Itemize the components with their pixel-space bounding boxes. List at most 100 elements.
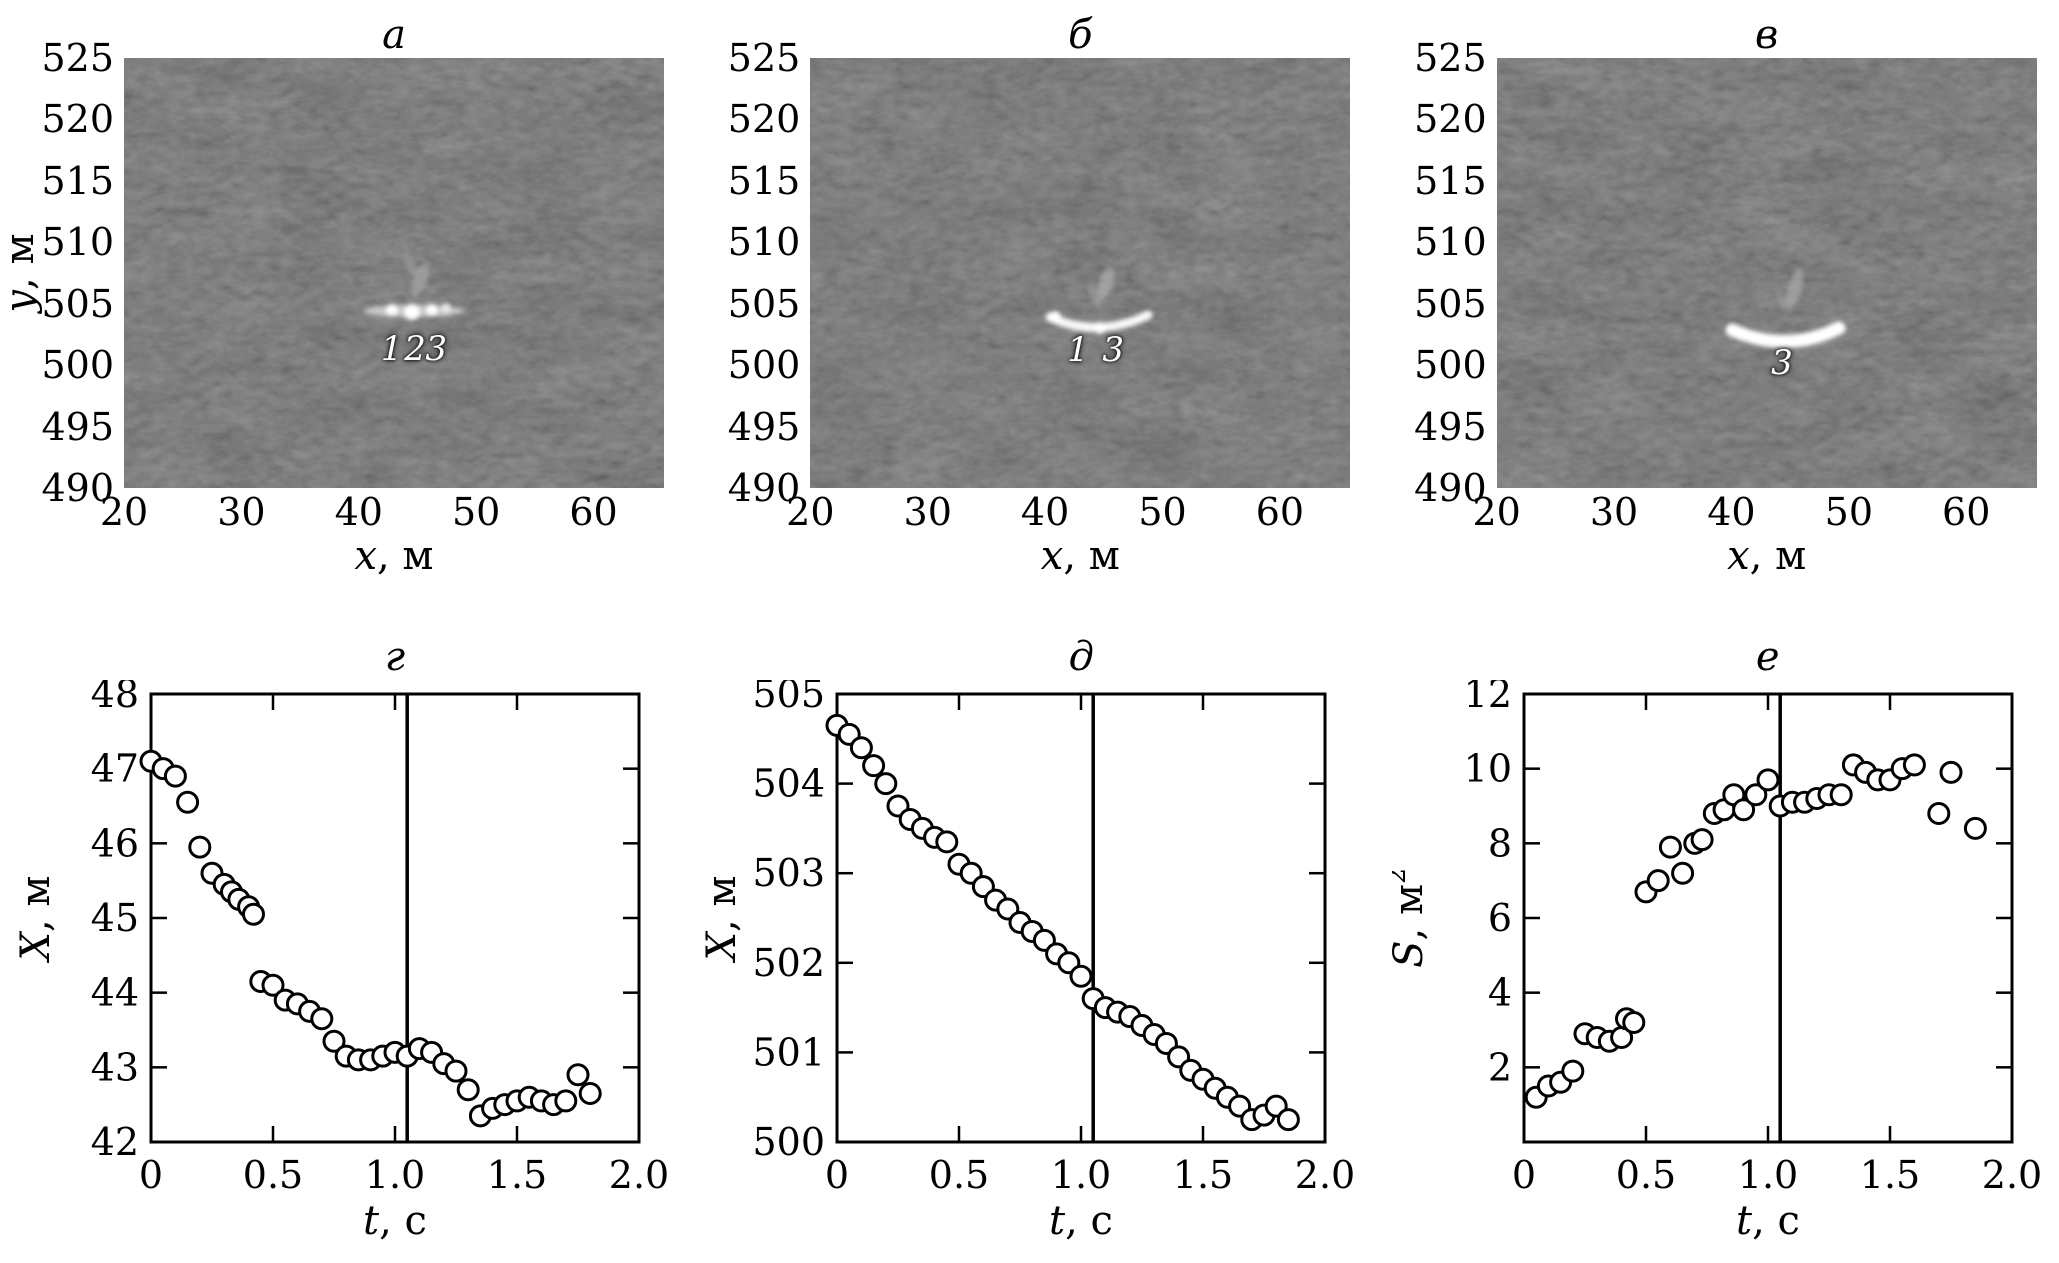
- scatter-chart-canvas: 0 0.5 1.0 1.5 2.0 42 43 44 45 46 47 48 t, с X, м: [19, 680, 667, 1244]
- bright-echo-blobs: [232, 143, 554, 394]
- panel-title: е: [1755, 634, 1780, 680]
- chart-frame: [1522, 692, 2014, 1144]
- data-point: [1902, 753, 1926, 777]
- tick-label: 502: [753, 941, 826, 985]
- y-axis-label: [1373, 58, 1413, 488]
- tick-label: 50: [451, 490, 501, 534]
- image-row: а y, м 525 520 515 510 505 500 495 490: [0, 0, 2059, 626]
- data-point: [310, 1007, 334, 1031]
- data-point: [261, 973, 285, 997]
- tick-label: 40: [1020, 490, 1070, 534]
- data-point: [566, 1063, 590, 1087]
- x-axis-label: t, с: [363, 1198, 427, 1244]
- data-point: [456, 1078, 480, 1102]
- scatter-chart-g: 0 0.5 1.0 1.5 2.0 42 43 44 45 46 47 48 t, с X, м: [19, 680, 667, 1246]
- echo-image-canvas: [1496, 58, 2037, 488]
- data-point: [1927, 801, 1951, 825]
- echo-image-canvas: [810, 58, 1351, 488]
- tick-label: 40: [334, 490, 383, 534]
- tick-label: 505: [727, 281, 801, 326]
- tick-label: 1.0: [1051, 1153, 1111, 1197]
- data-point: [1069, 964, 1093, 988]
- panel-d: д 0 0.5 1.0 1.5 2.0 500 501 502 503 504 505 t, с X, …: [686, 634, 1372, 1263]
- tick-label: 8: [1488, 821, 1512, 865]
- tick-label: 0: [1512, 1153, 1536, 1197]
- tick-label: 47: [91, 747, 139, 791]
- tick-label: 520: [727, 97, 801, 142]
- tick-label: 50: [1138, 490, 1187, 534]
- chart-frame: [835, 692, 1327, 1144]
- scatter-chart-canvas: 0 0.5 1.0 1.5 2.0 2 4 6 8 10 12 t, с S, м2: [1392, 680, 2040, 1244]
- data-point: [176, 790, 200, 814]
- tick-label: 2.0: [1295, 1153, 1353, 1197]
- tick-label: 505: [1414, 281, 1487, 326]
- panel-v: в 525 520 515 510 505 500 495 490: [1373, 12, 2059, 626]
- panel-title: а: [382, 12, 406, 58]
- scatter-chart-canvas: 0 0.5 1.0 1.5 2.0 500 501 502 503 504 505 t, с X, м: [705, 680, 1353, 1244]
- tick-label: 43: [91, 1045, 139, 1089]
- x-axis-label: x, м: [1727, 533, 1807, 579]
- tick-label: 20: [99, 490, 149, 534]
- x-axis-label: x, м: [1040, 533, 1120, 579]
- panel-title: д: [1068, 634, 1094, 680]
- data-point: [444, 1059, 468, 1083]
- data-point: [1622, 1011, 1646, 1035]
- image-annotation-label: 1: [380, 329, 403, 370]
- data-point: [1690, 828, 1714, 852]
- tick-label: 0: [825, 1153, 849, 1197]
- tick-label: 520: [41, 97, 114, 142]
- tick-label: 505: [753, 680, 826, 716]
- y-axis-ticks: 525 520 515 510 505 500 495 490: [726, 38, 810, 508]
- tick-label: 20: [786, 490, 835, 534]
- tick-label: 48: [91, 680, 139, 716]
- data-point: [1829, 783, 1853, 807]
- image-annotation-label: 3: [1771, 342, 1793, 383]
- image-annotation-label: 2: [404, 329, 426, 370]
- tick-label: 510: [1414, 220, 1487, 265]
- image-annotation-label: 3: [425, 329, 448, 370]
- tick-label: 500: [1414, 343, 1487, 388]
- data-point: [874, 772, 898, 796]
- image-annotation-label: 3: [1102, 330, 1125, 371]
- tick-label: 20: [1472, 490, 1521, 534]
- tick-label: 0.5: [243, 1153, 303, 1197]
- y-axis-label: y, м: [0, 58, 43, 488]
- tick-label: 501: [753, 1030, 826, 1074]
- x-axis-label: t, с: [1736, 1198, 1800, 1244]
- data-point: [1658, 835, 1682, 859]
- panel-body: 525 520 515 510 505 500 495 490: [1373, 38, 2059, 508]
- noise-fine: [124, 58, 664, 488]
- tick-label: 495: [1414, 404, 1487, 449]
- x-axis-ticks: 20 30 40 50 60: [100, 488, 664, 534]
- tick-label: 60: [1255, 490, 1305, 534]
- tick-label: 525: [727, 36, 801, 80]
- data-point: [164, 764, 188, 788]
- tick-label: 515: [1414, 158, 1487, 203]
- panel-body: 525 520 515 510 505 500 495 490: [686, 38, 1372, 508]
- echo-image-v: 3: [1496, 58, 2037, 488]
- x-axis-label: t, с: [1050, 1198, 1114, 1244]
- tick-label: 520: [1414, 97, 1487, 142]
- tick-label: 495: [727, 404, 801, 449]
- y-axis-label: [686, 58, 726, 488]
- tick-label: 0.5: [929, 1153, 989, 1197]
- tick-label: 30: [903, 490, 952, 534]
- echo-image-canvas: [124, 58, 664, 488]
- tick-label: 46: [91, 821, 139, 865]
- tick-label: 2.0: [609, 1153, 667, 1197]
- y-axis-ticks: 525 520 515 510 505 500 495 490: [40, 38, 124, 508]
- scatter-chart-d: 0 0.5 1.0 1.5 2.0 500 501 502 503 504 505 t, с X, м: [705, 680, 1353, 1246]
- panel-g: г 0 0.5 1.0 1.5 2.0 42 43 44 45 46 47 48 t, с X, м: [0, 634, 686, 1263]
- panel-e: е 0 0.5 1.0 1.5 2.0 2 4 6 8 10 12 t, с S, м2: [1373, 634, 2059, 1263]
- data-point: [1744, 783, 1768, 807]
- tick-label: 525: [41, 36, 114, 80]
- panel-title: в: [1755, 12, 1779, 58]
- tick-label: 0: [139, 1153, 163, 1197]
- tick-label: 12: [1463, 680, 1511, 716]
- y-axis-label: X, м: [705, 875, 745, 963]
- x-axis-ticks: 20 30 40 50 60: [786, 488, 1350, 534]
